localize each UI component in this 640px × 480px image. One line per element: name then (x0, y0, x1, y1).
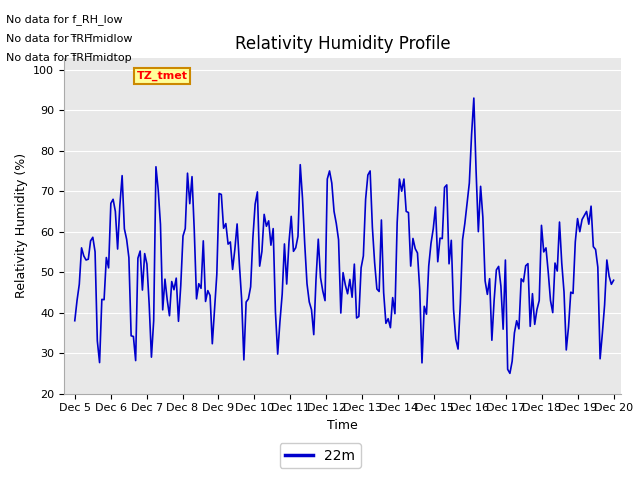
Text: No data for f̅RH̅midlow: No data for f̅RH̅midlow (6, 34, 133, 44)
Legend: 22m: 22m (280, 443, 360, 468)
Text: No data for f̅RH̅midtop: No data for f̅RH̅midtop (6, 53, 132, 63)
Y-axis label: Relativity Humidity (%): Relativity Humidity (%) (15, 153, 28, 298)
Text: TZ_tmet: TZ_tmet (136, 71, 188, 81)
X-axis label: Time: Time (327, 419, 358, 432)
Text: No data for f_RH_low: No data for f_RH_low (6, 14, 123, 25)
Title: Relativity Humidity Profile: Relativity Humidity Profile (235, 35, 450, 53)
